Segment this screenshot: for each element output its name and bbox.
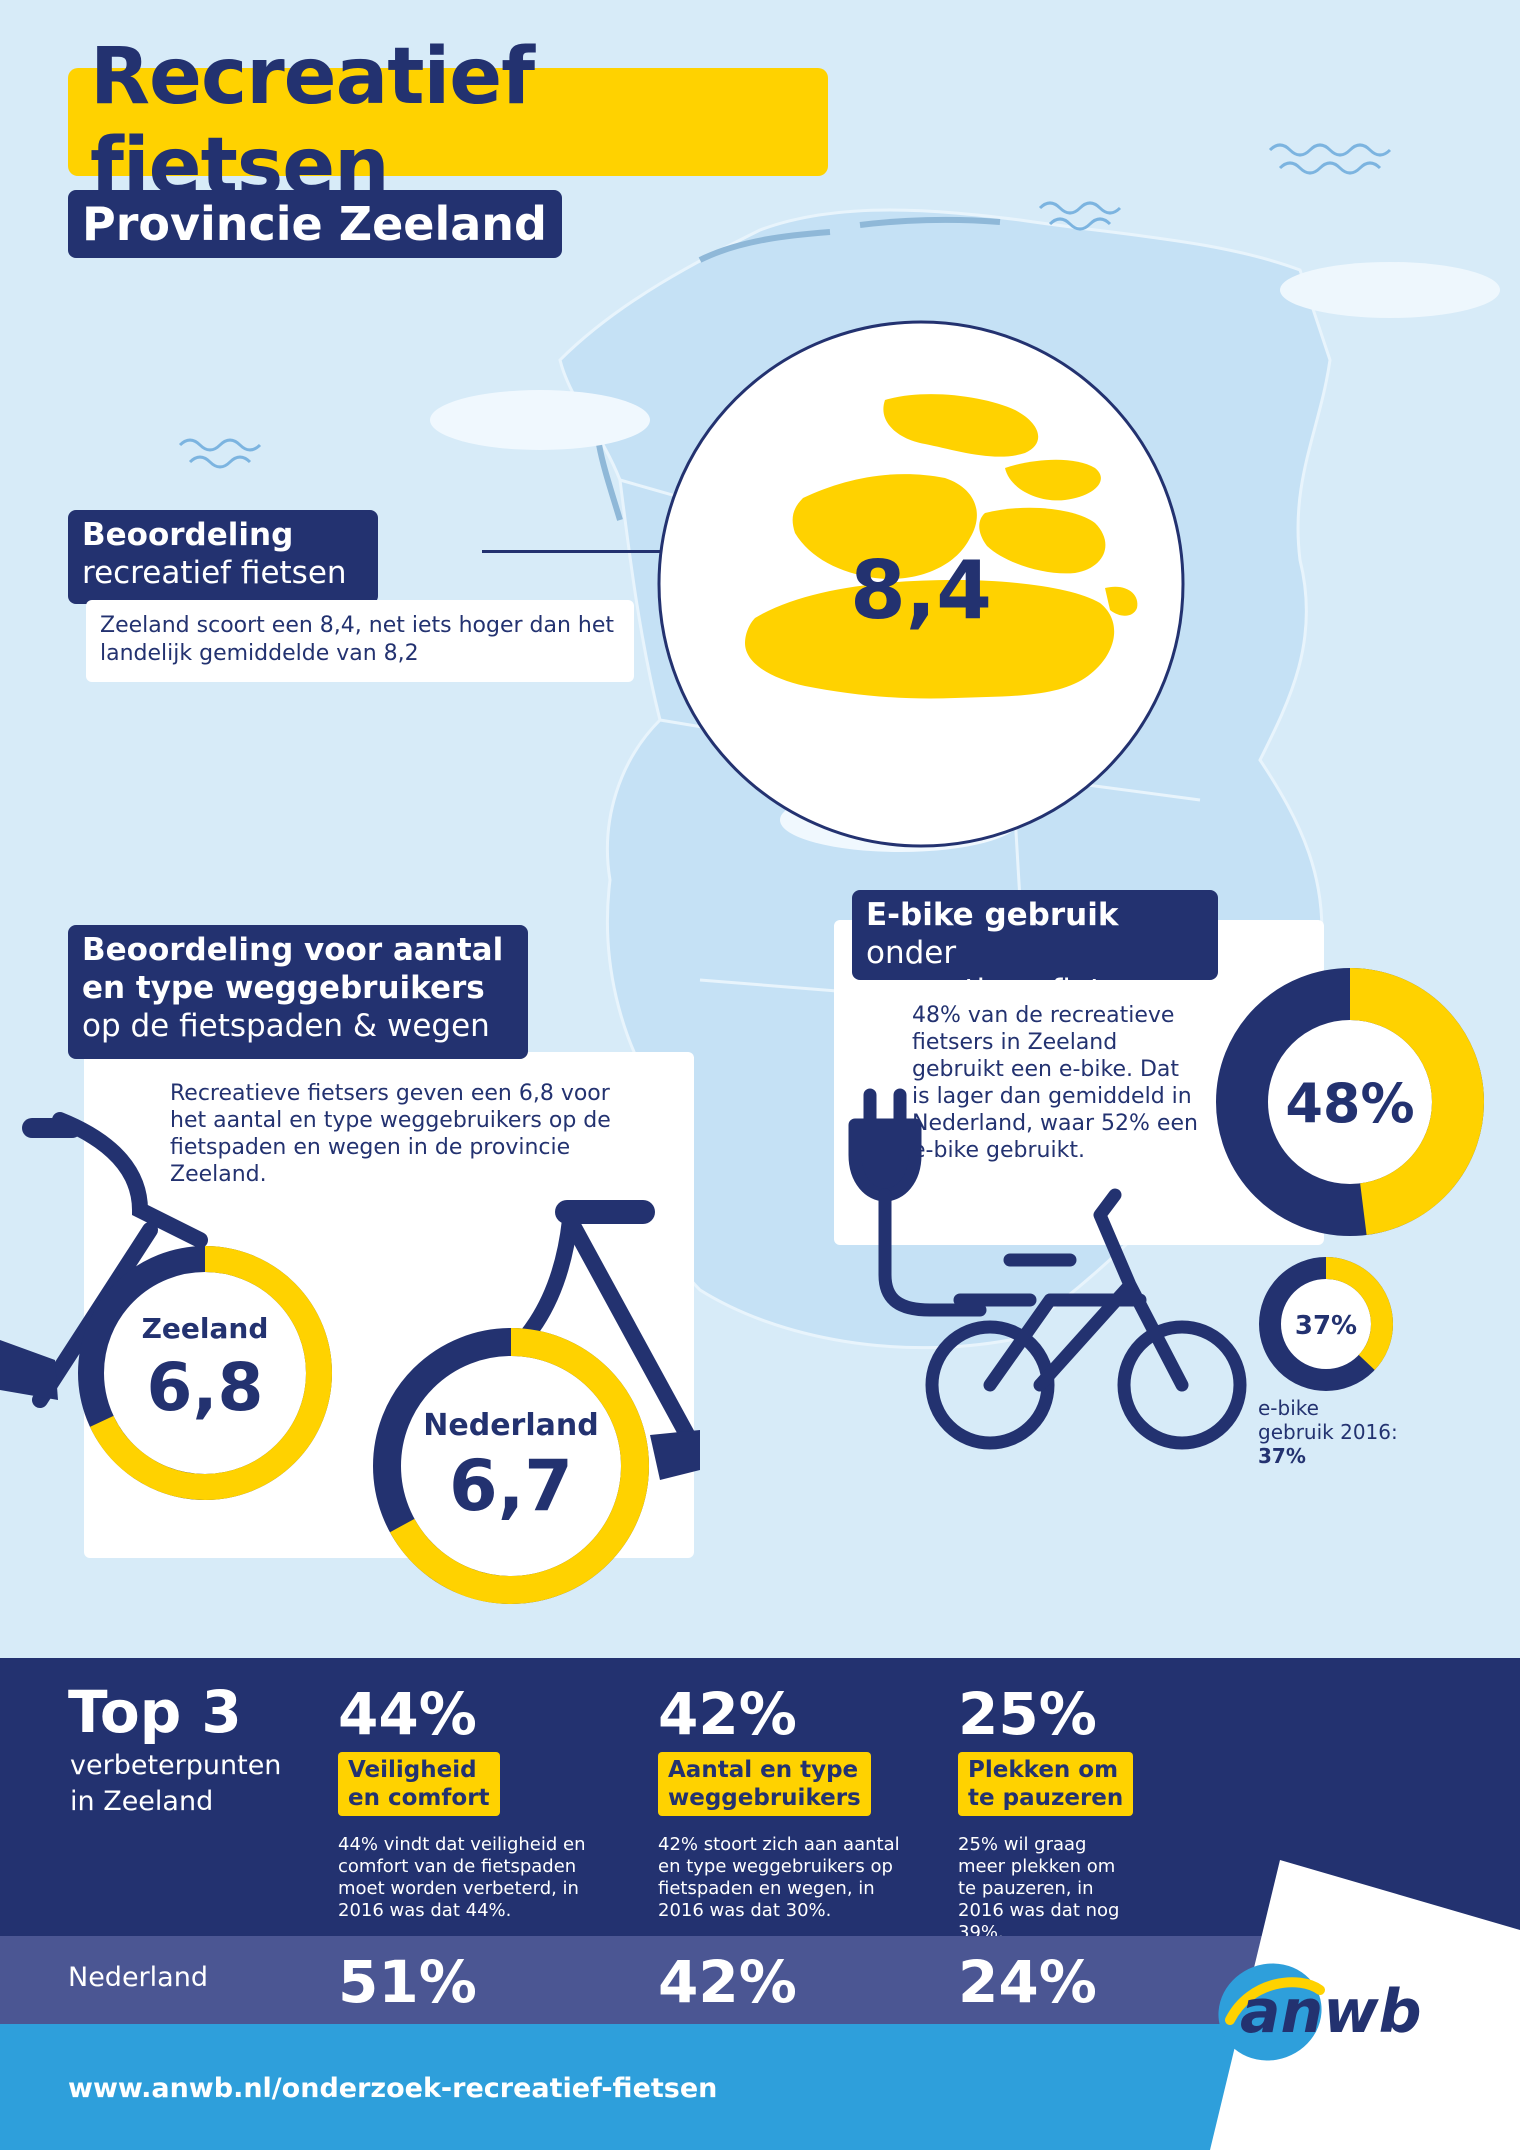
anwb-logo-text: anwb [1240, 1977, 1422, 2047]
page-subtitle: Provincie Zeeland [82, 197, 547, 251]
top3-subtitle-line-1: verbeterpunten [70, 1750, 282, 1781]
ebike-label-bold: E-bike gebruik [866, 897, 1119, 933]
top3-item-1-pct: 44% [338, 1680, 477, 1748]
top3-item-2-tag-line-1: Aantal en type [668, 1757, 859, 1783]
nederland-donut-score: 6,7 [449, 1445, 573, 1527]
logo-corner [1210, 1860, 1520, 2150]
top3-item-3-tag: Plekken om te pauzeren [958, 1752, 1134, 1816]
nederland-pct-1: 51% [338, 1948, 477, 2016]
ebike-2016-donut-label: 37% [1295, 1311, 1357, 1341]
ebike-2016-donut: 37% [1259, 1257, 1393, 1391]
top3-subtitle: verbeterpunten in Zeeland [70, 1748, 281, 1820]
top3-item-3-pct: 25% [958, 1680, 1097, 1748]
top3-item-3-tag-line-2: te pauzeren [968, 1785, 1124, 1811]
road-users-label-light: op de fietspaden & wegen [82, 1008, 490, 1044]
ebike-2016-caption: e-bike gebruik 2016: 37% [1258, 1396, 1398, 1468]
nederland-score-donut: Nederland 6,7 [373, 1328, 649, 1604]
top3-item-1-tag: Veiligheid en comfort [338, 1752, 500, 1816]
anwb-logo: anwb [1218, 1963, 1422, 2061]
rating-label-light: recreatief fietsen [82, 555, 347, 591]
ebike-label-light-2: recreatieve fietsers [866, 973, 1167, 1009]
nederland-donut-name: Nederland [423, 1408, 598, 1443]
connector-line [482, 550, 662, 553]
nederland-label: Nederland [68, 1962, 208, 1993]
top3-item-3: 25% Plekken om te pauzeren 25% wil graag… [958, 1680, 1138, 1944]
zeeland-shape [745, 394, 1138, 699]
top3-item-1: 44% Veiligheid en comfort 44% vindt dat … [338, 1680, 588, 1922]
ebike-48-donut: 48% [1216, 968, 1484, 1236]
top3-item-2-tag: Aantal en type weggebruikers [658, 1752, 871, 1816]
page-title: Recreatief fietsen [90, 32, 535, 212]
ebike-description: 48% van de recreatieve fietsers in Zeela… [912, 1003, 1198, 1163]
road-users-description: Recreatieve fietsers geven een 6,8 voor … [170, 1081, 611, 1187]
zeeland-donut-score: 6,8 [147, 1349, 264, 1426]
ebike-icon [848, 1088, 1247, 1450]
top3-item-2-pct: 42% [658, 1680, 797, 1748]
ebike-caption-line-1: e-bike [1258, 1396, 1319, 1420]
top3-item-1-tag-line-1: Veiligheid [348, 1757, 477, 1783]
ebike-caption-line-2: gebruik 2016: [1258, 1420, 1398, 1444]
ebike-donut-label: 48% [1285, 1072, 1414, 1135]
top3-item-3-tag-line-1: Plekken om [968, 1757, 1119, 1783]
zeeland-donut-name: Zeeland [142, 1312, 269, 1345]
rating-card: Zeeland scoort een 8,4, net iets hoger d… [86, 600, 634, 682]
ebike-label-light-1: onder [866, 935, 957, 971]
rating-score: 8,4 [850, 544, 992, 637]
zeeland-score-donut: Zeeland 6,8 [78, 1246, 332, 1500]
top3-subtitle-line-2: in Zeeland [70, 1786, 214, 1817]
road-users-label: Beoordeling voor aantal en type weggebru… [68, 925, 528, 1059]
ebike-caption-value: 37% [1258, 1444, 1306, 1468]
top3-item-1-tag-line-2: en comfort [348, 1785, 490, 1811]
top3-item-2: 42% Aantal en type weggebruikers 42% sto… [658, 1680, 908, 1922]
subtitle-banner: Provincie Zeeland [68, 190, 562, 258]
nederland-pct-3: 24% [958, 1948, 1097, 2016]
top3-item-3-desc: 25% wil graag meer plekken om te pauzere… [958, 1834, 1120, 1943]
road-users-label-bold-2: en type weggebruikers [82, 970, 485, 1006]
rating-description: Zeeland scoort een 8,4, net iets hoger d… [100, 613, 615, 666]
top3-item-2-tag-line-2: weggebruikers [668, 1785, 861, 1811]
zeeland-map-circle: 8,4 [657, 320, 1185, 848]
rating-label: Beoordeling recreatief fietsen [68, 510, 378, 604]
rating-label-bold: Beoordeling [82, 517, 294, 553]
road-users-label-bold-1: Beoordeling voor aantal [82, 932, 504, 968]
top3-item-1-desc: 44% vindt dat veiligheid en comfort van … [338, 1834, 586, 1921]
title-banner: Recreatief fietsen [68, 32, 828, 212]
top3-title: Top 3 [68, 1678, 242, 1746]
nederland-pct-2: 42% [658, 1948, 797, 2016]
ebike-label: E-bike gebruik onder recreatieve fietser… [852, 890, 1218, 1009]
footer-url[interactable]: www.anwb.nl/onderzoek-recreatief-fietsen [68, 2073, 718, 2104]
top3-item-2-desc: 42% stoort zich aan aantal en type wegge… [658, 1834, 900, 1921]
